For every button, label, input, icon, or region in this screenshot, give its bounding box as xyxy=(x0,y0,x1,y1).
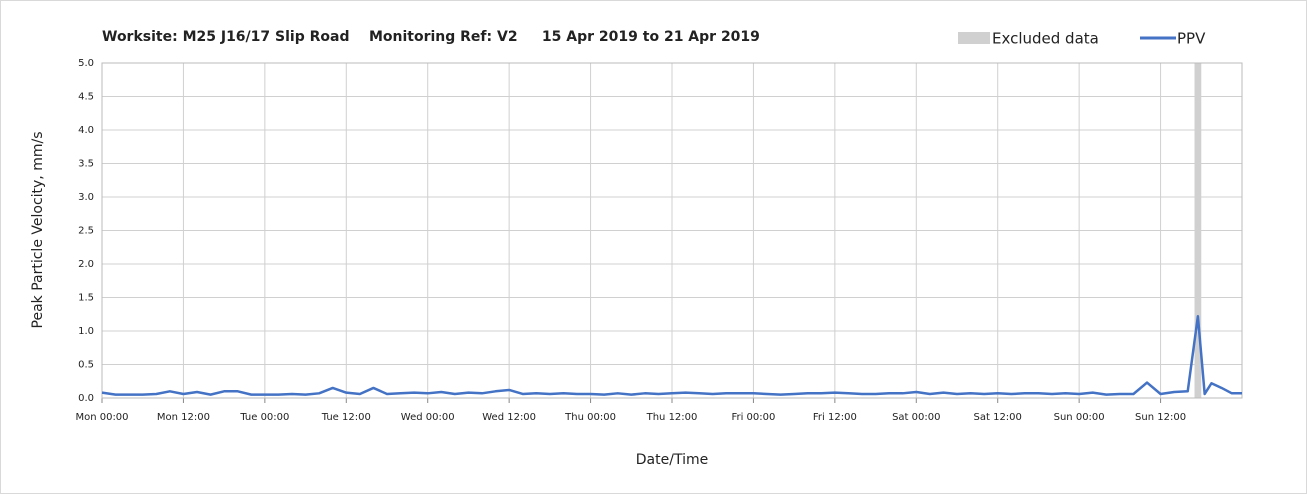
y-tick-label: 4.0 xyxy=(78,125,94,136)
x-axis-title: Date/Time xyxy=(636,452,708,468)
y-tick-label: 4.5 xyxy=(78,92,94,103)
x-tick-label: Mon 00:00 xyxy=(75,412,128,423)
ppv-line xyxy=(101,315,1242,396)
x-tick-label: Wed 00:00 xyxy=(401,412,455,423)
x-tick-label: Tue 12:00 xyxy=(321,412,371,423)
y-tick-label: 0.5 xyxy=(78,360,94,371)
x-tick-label: Sun 00:00 xyxy=(1054,412,1105,423)
legend-label: Excluded data xyxy=(992,30,1099,48)
legend-label: PPV xyxy=(1177,30,1206,48)
chart-title: Worksite: M25 J16/17 Slip Road Monitorin… xyxy=(102,29,760,45)
x-tick-label: Fri 12:00 xyxy=(813,412,857,423)
y-tick-label: 2.0 xyxy=(78,259,94,270)
x-tick-label: Mon 12:00 xyxy=(157,412,210,423)
plot-frame xyxy=(101,62,1243,399)
x-tick-label: Thu 12:00 xyxy=(646,412,698,423)
legend-swatch xyxy=(958,32,990,44)
y-tick-label: 5.0 xyxy=(78,58,94,69)
y-tick-label: 1.5 xyxy=(78,293,94,304)
x-tick-label: Thu 00:00 xyxy=(564,412,616,423)
x-tick-label: Sun 12:00 xyxy=(1135,412,1186,423)
y-tick-label: 3.0 xyxy=(78,192,94,203)
x-tick-label: Fri 00:00 xyxy=(731,412,775,423)
y-tick-label: 1.0 xyxy=(78,326,94,337)
y-tick-label: 3.5 xyxy=(78,159,94,170)
y-tick-label: 2.5 xyxy=(78,226,94,237)
y-axis-title: Peak Particle Velocity, mm/s xyxy=(30,132,46,329)
y-tick-label: 0.0 xyxy=(78,393,94,404)
x-tick-label: Sat 12:00 xyxy=(974,412,1022,423)
x-tick-label: Tue 00:00 xyxy=(239,412,289,423)
x-tick-label: Wed 12:00 xyxy=(482,412,536,423)
x-tick-label: Sat 00:00 xyxy=(892,412,940,423)
